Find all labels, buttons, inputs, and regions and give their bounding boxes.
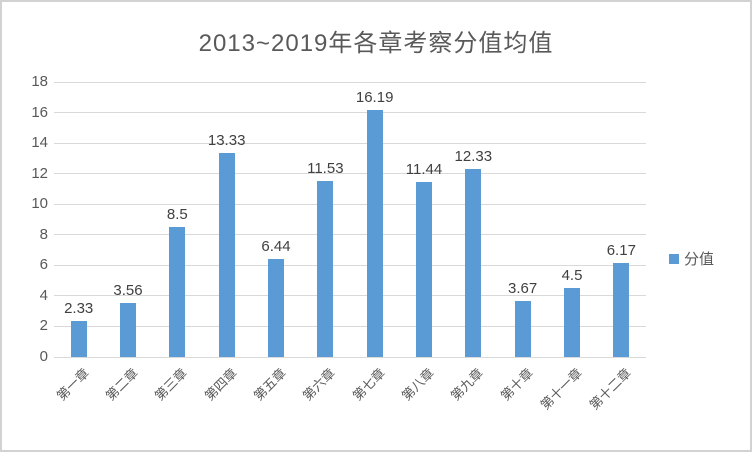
data-label-第六章: 11.53: [307, 159, 344, 177]
y-axis-tick-label: 10: [31, 195, 48, 213]
data-label-第三章: 8.5: [166, 206, 188, 224]
x-axis-tick-label-第十二章: 第十二章: [586, 365, 635, 413]
y-axis-tick-label: 0: [39, 348, 48, 365]
bar-第四章: [218, 153, 235, 357]
plot-area: 0 2 4 6 8 10 12 14 16 18 2.33 第一章 3.56 第二章 8.5 第三章 13.33…: [31, 74, 646, 413]
data-label-第十一章: 4.5: [561, 267, 583, 285]
y-axis-tick-label: 2: [39, 317, 48, 335]
bar-第十章: [514, 300, 531, 357]
y-axis-tick-label: 4: [39, 286, 48, 304]
gridline-y-10: [54, 203, 646, 205]
x-axis-tick-label-第二章: 第二章: [102, 365, 141, 404]
bar-第三章: [169, 227, 186, 357]
data-label-第十章: 3.67: [508, 279, 538, 297]
data-label-第八章: 11.44: [405, 161, 443, 179]
gridline-y-14: [54, 142, 646, 144]
gridline-y-12: [54, 173, 646, 175]
gridline-y-18: [54, 81, 646, 83]
y-axis-tick-label: 16: [31, 103, 48, 121]
x-axis-tick-label-第九章: 第九章: [448, 365, 487, 404]
x-axis-tick-label-第七章: 第七章: [349, 365, 388, 404]
y-axis-tick-label: 14: [31, 134, 48, 152]
x-axis-tick-label-第四章: 第四章: [201, 365, 240, 404]
bar-第六章: [317, 180, 334, 357]
x-axis-tick-label-第六章: 第六章: [300, 365, 339, 404]
x-axis-tick-label-第三章: 第三章: [152, 365, 191, 404]
gridline-y-2: [54, 325, 646, 327]
x-axis-tick-label-第八章: 第八章: [398, 365, 437, 404]
x-axis-tick-label-第十一章: 第十一章: [537, 365, 585, 413]
gridline-y-6: [54, 264, 646, 266]
bar-第九章: [465, 168, 482, 357]
x-axis-tick-label-第一章: 第一章: [53, 365, 92, 404]
legend: 分值: [669, 248, 714, 269]
y-axis-tick-label: 18: [31, 73, 48, 90]
legend-marker-square: [669, 253, 679, 264]
y-axis-tick-label: 12: [31, 164, 48, 182]
chart-title: 2013~2019年各章考察分值均值: [198, 30, 554, 57]
y-axis-tick-label: 8: [39, 225, 48, 243]
data-label-第九章: 12.33: [454, 147, 493, 165]
data-label-第一章: 2.33: [64, 300, 94, 318]
data-label-第四章: 13.33: [207, 132, 246, 150]
bar-第五章: [268, 258, 284, 357]
bar-第七章: [366, 109, 383, 357]
bar-第十一章: [564, 288, 580, 357]
bar-第一章: [70, 321, 87, 357]
data-label-第五章: 6.44: [261, 237, 291, 255]
x-axis-tick-label-第十章: 第十章: [497, 365, 536, 404]
gridline-y-8: [54, 234, 646, 236]
data-label-第十二章: 6.17: [606, 241, 636, 259]
legend-label: 分值: [684, 251, 715, 268]
bar-第二章: [120, 302, 136, 357]
gridline-y-4: [54, 295, 646, 297]
data-label-第七章: 16.19: [355, 88, 394, 106]
gridline-y-16: [54, 112, 646, 114]
gridline-y-0: [54, 356, 646, 358]
x-axis-tick-label-第五章: 第五章: [250, 365, 289, 404]
bar-第十二章: [613, 262, 630, 357]
bar-第八章: [416, 182, 432, 357]
data-label-第二章: 3.56: [113, 281, 143, 299]
y-axis-tick-label: 6: [39, 256, 48, 274]
